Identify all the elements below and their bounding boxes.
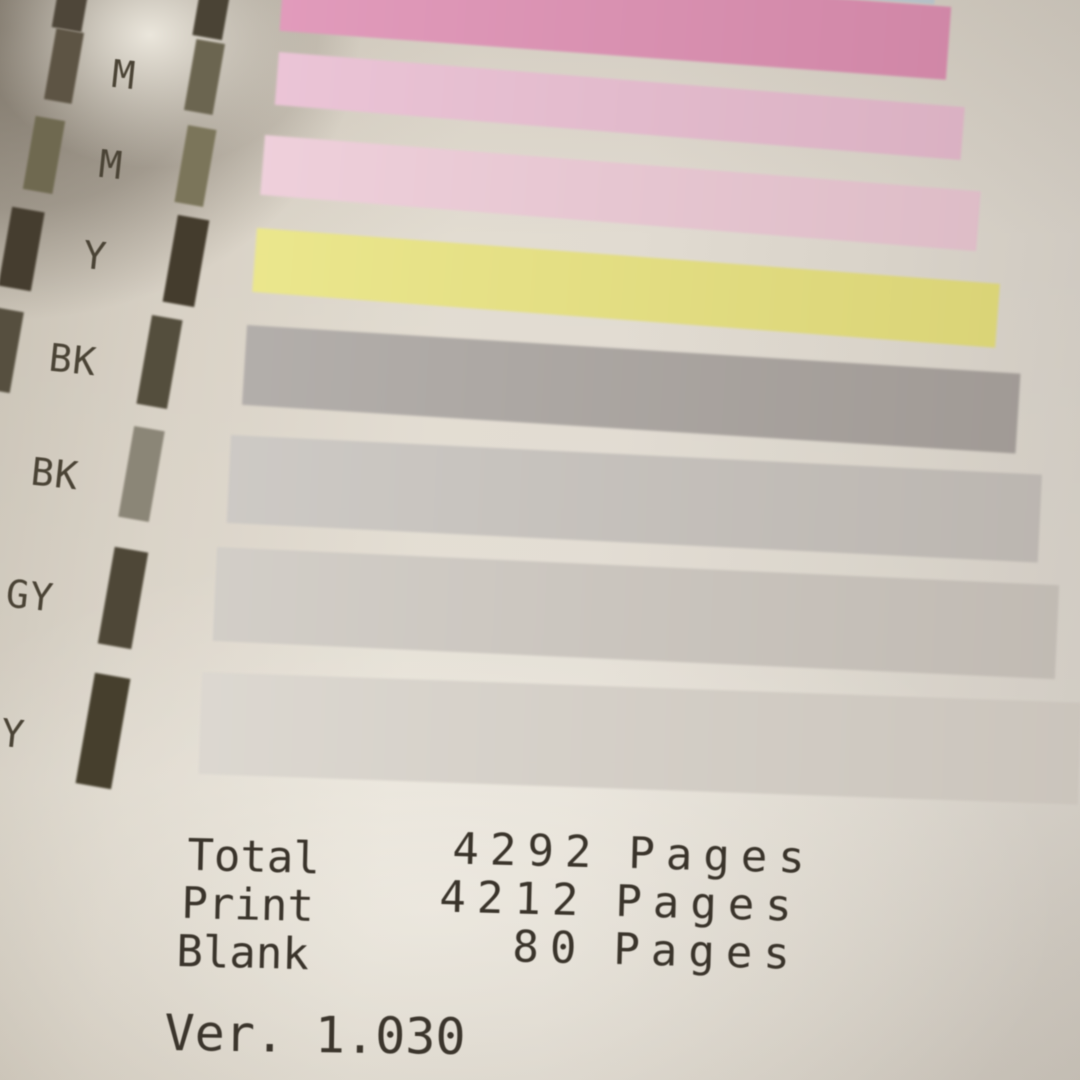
ink-label-black-50: BK — [28, 449, 81, 499]
version-number: 1.030 — [314, 1006, 466, 1067]
counter-label-total: Total — [186, 830, 321, 884]
color-bar-yellow-25 — [198, 672, 1080, 805]
nozzle-dash — [183, 39, 226, 115]
ink-label-yellow-100: Y — [80, 232, 110, 280]
counter-unit: Pages — [612, 924, 801, 980]
ink-label-gray: GY — [3, 571, 56, 621]
counter-number: 4212 — [438, 871, 590, 927]
ink-label-magenta-25: M — [96, 141, 126, 189]
counter-value-print: 4212 Pages — [438, 871, 803, 931]
nozzle-dash — [75, 672, 131, 790]
nozzle-dash — [174, 125, 217, 207]
counter-value-blank: 80 Pages — [511, 921, 801, 980]
counter-label-print: Print — [180, 878, 315, 932]
nozzle-dash — [192, 0, 232, 41]
nozzle-dash — [162, 214, 210, 308]
nozzle-dash — [136, 314, 183, 410]
color-bar-black-100 — [241, 325, 1021, 454]
counter-number: 4292 — [451, 823, 603, 879]
nozzle-dash — [0, 206, 45, 292]
color-bar-gray — [212, 547, 1060, 680]
version-line: Ver. 1.030 — [164, 1004, 466, 1066]
color-bar-black-50 — [226, 435, 1043, 563]
counter-unit: Pages — [614, 876, 803, 932]
nozzle-dash — [43, 28, 85, 104]
nozzle-dash — [97, 546, 149, 650]
counter-unit: Pages — [627, 828, 816, 884]
nozzle-dash — [118, 426, 165, 522]
counter-label-blank: Blank — [175, 926, 310, 980]
nozzle-dash — [22, 115, 66, 195]
version-label: Ver. — [164, 1004, 286, 1064]
ink-label-yellow-25: Y — [0, 710, 28, 758]
nozzle-dash — [0, 306, 24, 394]
ink-label-magenta-50: M — [109, 51, 139, 99]
counter-number: 80 — [511, 921, 588, 975]
color-bar-yellow-100 — [252, 228, 1000, 348]
ink-label-black-100: BK — [46, 335, 99, 385]
